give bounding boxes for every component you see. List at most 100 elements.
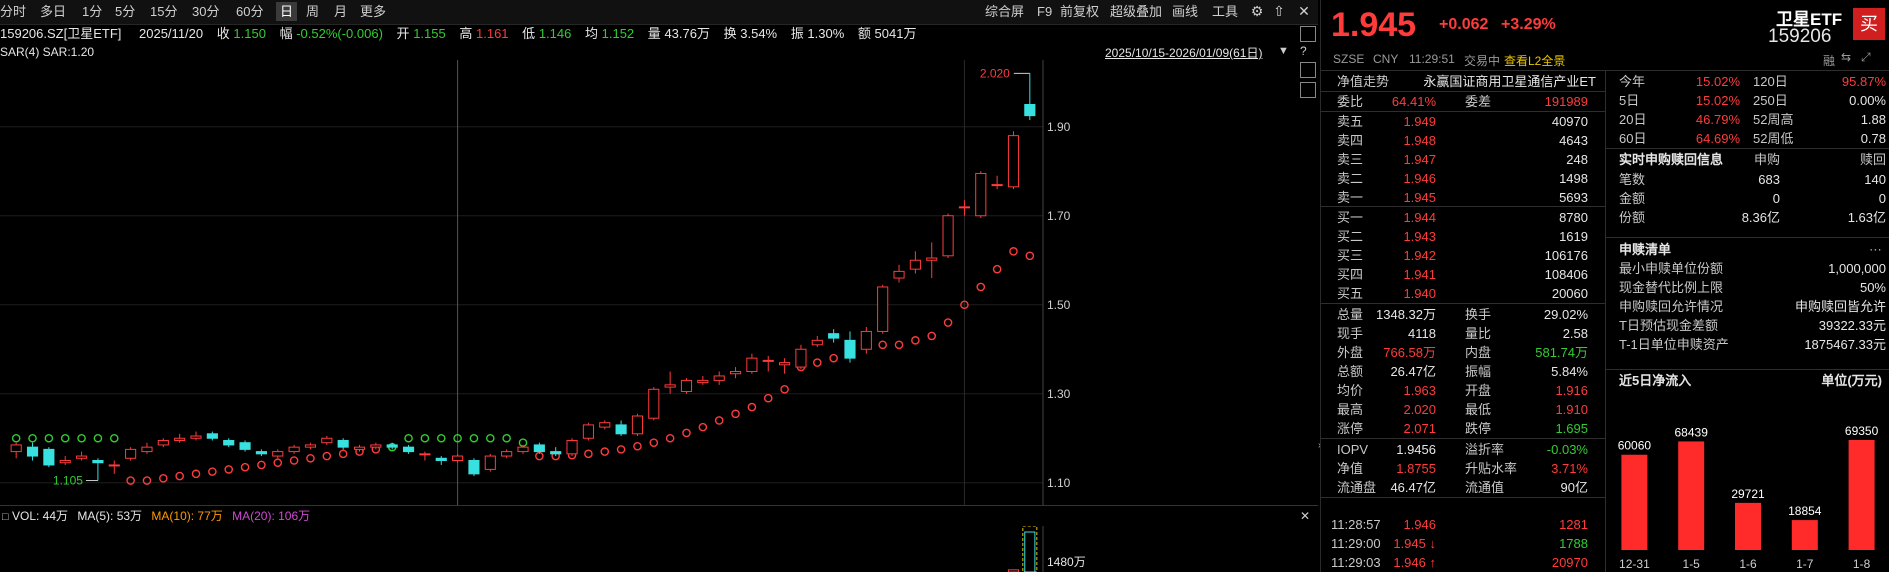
candle	[10, 442, 22, 459]
ask-row: 卖五 1.949 40970	[1321, 112, 1606, 131]
row-label: 总量	[1337, 307, 1364, 322]
candle	[1007, 131, 1020, 190]
buy-button[interactable]: 买	[1853, 8, 1885, 40]
period-multiday[interactable]: 多日	[40, 4, 67, 19]
tools-button[interactable]: 工具	[1212, 4, 1239, 19]
share-icon[interactable]: ⇆	[1841, 50, 1852, 64]
row-value: 4118	[1408, 326, 1436, 341]
candle	[517, 444, 529, 454]
row-value-2: 1.910	[1555, 402, 1588, 417]
row-value: 1.9456	[1396, 442, 1436, 457]
period-15min[interactable]: 15分	[150, 4, 178, 19]
candle	[272, 449, 284, 459]
period-30min[interactable]: 30分	[192, 4, 220, 19]
row-value-2: 2.58	[1562, 326, 1588, 341]
stat-row: 外盘 766.58万 内盘 581.74万	[1321, 343, 1606, 362]
row-label: 卖五	[1337, 114, 1364, 129]
selected-volume-marker	[1022, 526, 1038, 572]
close-icon[interactable]: ✕	[1298, 3, 1310, 19]
expand-icon[interactable]: ⤢	[1861, 50, 1871, 64]
candle	[909, 251, 921, 274]
period-intraday[interactable]: 分时	[0, 4, 27, 19]
candle	[239, 440, 251, 452]
row-label: 外盘	[1337, 345, 1364, 360]
perf-row: 60日 64.69% 52周低 0.78	[1615, 129, 1889, 148]
date-range[interactable]: 2025/10/15-2026/01/09(61日)	[1105, 46, 1263, 60]
candle	[550, 447, 562, 457]
f9-button[interactable]: F9	[1037, 4, 1053, 19]
inflow-bar	[1791, 520, 1818, 550]
sar-point	[109, 433, 119, 443]
overlay-button[interactable]: 超级叠加	[1110, 4, 1163, 19]
period-5min[interactable]: 5分	[115, 4, 136, 19]
row-value: 1.940	[1403, 286, 1436, 301]
row-label-2: 最低	[1465, 402, 1492, 417]
period-week[interactable]: 周	[306, 4, 320, 19]
candle	[1024, 73, 1036, 121]
row-value-2: -0.03%	[1546, 442, 1588, 457]
sar-point	[224, 465, 234, 474]
candle	[713, 371, 725, 385]
sar-point	[633, 441, 642, 451]
sar-point	[289, 456, 299, 465]
weicha-value: 191989	[1544, 94, 1588, 109]
row-value: 1.946 ↑	[1393, 555, 1436, 570]
row-value: 2.020	[1403, 402, 1436, 417]
row-label: 买二	[1337, 229, 1364, 244]
price-change-pct: +3.29%	[1501, 16, 1556, 33]
row-value-2: 1619	[1559, 229, 1588, 244]
period-month[interactable]: 月	[334, 4, 348, 19]
avg-label: 均	[584, 26, 598, 41]
list-row: 最小申赎单位份额 1,000,000	[1615, 259, 1889, 278]
sar-point	[584, 449, 593, 459]
range-dropdown-icon[interactable]: ▼	[1278, 45, 1289, 57]
layout-icon-1[interactable]	[1300, 26, 1316, 42]
row-value-2: 1.88	[1860, 112, 1886, 127]
close-volume-icon[interactable]: ✕	[1300, 509, 1311, 523]
vol-ma10: MA(10): 77万	[151, 509, 223, 523]
candle	[76, 451, 88, 461]
iopv-row: IOPV 1.9456 溢折率 -0.03%	[1321, 440, 1606, 459]
layout-icon-2[interactable]	[1300, 62, 1316, 78]
adjust-button[interactable]: 前复权	[1060, 4, 1100, 19]
row-value-2: 1.695	[1555, 421, 1588, 436]
question-icon[interactable]: ?	[1300, 44, 1307, 58]
tick-row: 11:28:57 1.946 1281	[1321, 515, 1606, 534]
redeem-value: 1.63亿	[1847, 210, 1886, 225]
flow-header: 近5日净流入 单位(万元)	[1615, 371, 1889, 390]
composite-screen-button[interactable]: 综合屏	[985, 4, 1025, 19]
period-day[interactable]: 日	[276, 2, 298, 21]
period-more[interactable]: 更多	[360, 4, 387, 19]
candlestick-chart[interactable]: 1.10 1.30 1.50 1.70 1.90 2.020 1.105	[0, 60, 1318, 505]
inflow-bar	[1735, 502, 1761, 550]
row-value-2: 8780	[1559, 210, 1588, 225]
list-header: 申赎清单 ⋯	[1615, 240, 1889, 259]
row-value-2: 40970	[1551, 114, 1588, 129]
draw-line-button[interactable]: 画线	[1172, 4, 1199, 19]
sar-point	[175, 471, 184, 481]
sar-point	[338, 449, 348, 459]
period-1min[interactable]: 1分	[82, 4, 103, 19]
amount-label: 额	[857, 26, 871, 41]
l2-panorama-link[interactable]: 查看L2全景	[1504, 54, 1566, 68]
stat-row: 最高 2.020 最低 1.910	[1321, 400, 1606, 419]
sar-point	[240, 462, 250, 472]
settings-icon[interactable]: ⚙	[1250, 3, 1264, 19]
up-arrow-icon[interactable]: ⇧	[1273, 3, 1285, 19]
row-label-2: 升贴水率	[1465, 461, 1518, 476]
row-label-2: 开盘	[1465, 383, 1492, 398]
list-row: 申购赎回允许情况 申购赎回皆允许	[1615, 297, 1889, 316]
volume-panel-icon[interactable]: □	[2, 511, 9, 523]
layout-icon-3[interactable]	[1300, 82, 1316, 98]
candle	[402, 444, 415, 454]
nav-trend-label[interactable]: 净值走势	[1337, 74, 1390, 89]
period-60min[interactable]: 60分	[236, 4, 264, 19]
row-value-2: 90亿	[1560, 480, 1588, 495]
row-value-2: 581.74万	[1535, 345, 1588, 360]
candle	[811, 335, 823, 348]
more-icon[interactable]: ⋯	[1869, 242, 1882, 257]
price-change: +0.062	[1439, 16, 1489, 33]
row-value: 1.949	[1403, 114, 1436, 129]
nav-trend-row[interactable]: 净值走势 永赢国证商用卫星通信产业ET	[1321, 72, 1606, 91]
sar-point	[665, 433, 675, 443]
